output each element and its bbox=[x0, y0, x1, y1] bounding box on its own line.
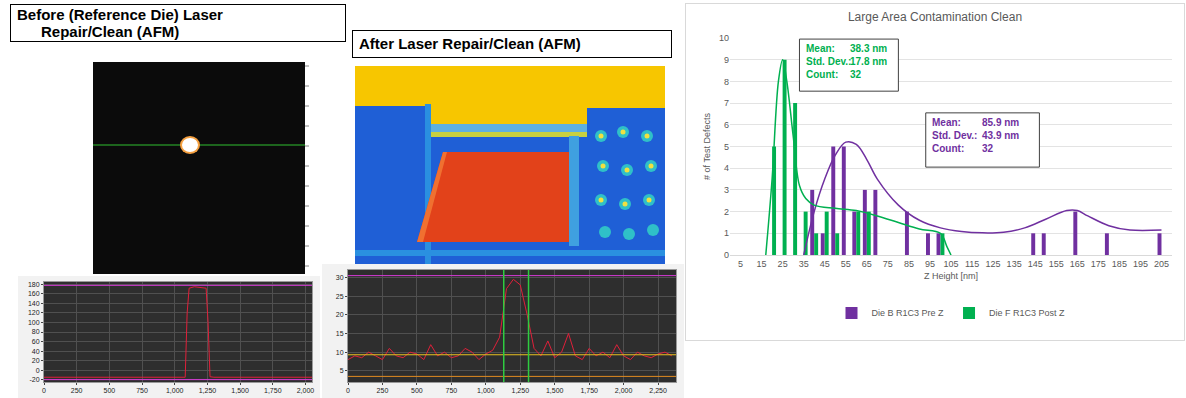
svg-text:1,000: 1,000 bbox=[166, 387, 184, 394]
svg-text:5: 5 bbox=[340, 367, 344, 374]
svg-text:Mean:Std. Dev.:Count:: Mean:Std. Dev.:Count: bbox=[932, 117, 977, 154]
svg-text:105: 105 bbox=[943, 259, 958, 269]
svg-text:175: 175 bbox=[1091, 259, 1106, 269]
svg-text:1,250: 1,250 bbox=[199, 387, 217, 394]
html-text:Repair/Clean (AFM): Repair/Clean (AFM) bbox=[41, 23, 180, 40]
svg-text:250: 250 bbox=[71, 387, 83, 394]
svg-text:0: 0 bbox=[346, 387, 350, 394]
svg-text:180: 180 bbox=[28, 281, 40, 288]
svg-text:38.3 nm17.8 nm32: 38.3 nm17.8 nm32 bbox=[850, 43, 887, 80]
svg-text:35: 35 bbox=[799, 259, 809, 269]
svg-text:2,000: 2,000 bbox=[297, 387, 315, 394]
svg-text:145: 145 bbox=[1028, 259, 1043, 269]
svg-text:1,250: 1,250 bbox=[512, 387, 530, 394]
svg-text:95: 95 bbox=[925, 259, 935, 269]
svg-text:8: 8 bbox=[724, 77, 729, 87]
svg-text:2,000: 2,000 bbox=[615, 387, 633, 394]
svg-text:185: 185 bbox=[1112, 259, 1127, 269]
svg-text:160: 160 bbox=[28, 290, 40, 297]
svg-text:750: 750 bbox=[446, 387, 458, 394]
svg-text:500: 500 bbox=[411, 387, 423, 394]
svg-text:5: 5 bbox=[724, 142, 729, 152]
svg-text:135: 135 bbox=[1007, 259, 1022, 269]
svg-text:85: 85 bbox=[904, 259, 914, 269]
svg-text:250: 250 bbox=[377, 387, 389, 394]
svg-text:2,250: 2,250 bbox=[649, 387, 667, 394]
svg-text:Z Height [nm]: Z Height [nm] bbox=[924, 271, 978, 281]
svg-text:55: 55 bbox=[841, 259, 851, 269]
svg-text:1,750: 1,750 bbox=[580, 387, 598, 394]
svg-text:5: 5 bbox=[738, 259, 743, 269]
svg-text:1,500: 1,500 bbox=[546, 387, 564, 394]
svg-text:500: 500 bbox=[104, 387, 116, 394]
svg-text:0: 0 bbox=[36, 367, 40, 374]
svg-text:1,750: 1,750 bbox=[264, 387, 282, 394]
svg-text:# of Test Defects: # of Test Defects bbox=[702, 113, 712, 180]
svg-text:25: 25 bbox=[336, 293, 344, 300]
svg-text:140: 140 bbox=[28, 300, 40, 307]
svg-text:3: 3 bbox=[724, 185, 729, 195]
svg-text:-20: -20 bbox=[29, 376, 39, 383]
svg-text:9: 9 bbox=[724, 55, 729, 65]
svg-text:205: 205 bbox=[1154, 259, 1169, 269]
svg-text:40: 40 bbox=[32, 348, 40, 355]
svg-text:30: 30 bbox=[336, 274, 344, 281]
svg-text:20: 20 bbox=[336, 311, 344, 318]
svg-text:20: 20 bbox=[32, 357, 40, 364]
svg-text:2: 2 bbox=[724, 207, 729, 217]
svg-text:155: 155 bbox=[1049, 259, 1064, 269]
svg-text:45: 45 bbox=[820, 259, 830, 269]
svg-text:Large Area Contamination Clean: Large Area Contamination Clean bbox=[848, 10, 1022, 24]
svg-text:60: 60 bbox=[32, 338, 40, 345]
svg-text:15: 15 bbox=[757, 259, 767, 269]
svg-text:0: 0 bbox=[42, 387, 46, 394]
svg-text:115: 115 bbox=[965, 259, 979, 269]
svg-text:1: 1 bbox=[724, 228, 729, 238]
html-text:Before (Reference Die) Laser: Before (Reference Die) Laser bbox=[17, 6, 223, 23]
svg-text:10: 10 bbox=[719, 33, 729, 43]
svg-text:100: 100 bbox=[28, 319, 40, 326]
svg-text:195: 195 bbox=[1133, 259, 1148, 269]
svg-text:15: 15 bbox=[336, 330, 344, 337]
svg-text:125: 125 bbox=[986, 259, 1001, 269]
svg-text:120: 120 bbox=[28, 309, 40, 316]
svg-text:6: 6 bbox=[724, 120, 729, 130]
svg-text:Mean:Std. Dev.:Count:: Mean:Std. Dev.:Count: bbox=[806, 43, 851, 80]
svg-text:25: 25 bbox=[778, 259, 788, 269]
svg-text:Die F R1C3 Post Z: Die F R1C3 Post Z bbox=[989, 308, 1065, 318]
svg-text:1,000: 1,000 bbox=[477, 387, 495, 394]
svg-text:65: 65 bbox=[862, 259, 872, 269]
svg-text:80: 80 bbox=[32, 328, 40, 335]
svg-text:10: 10 bbox=[336, 349, 344, 356]
svg-text:4: 4 bbox=[724, 163, 729, 173]
svg-text:7: 7 bbox=[724, 98, 729, 108]
svg-text:85.9 nm43.9 nm32: 85.9 nm43.9 nm32 bbox=[982, 117, 1019, 154]
svg-text:1,500: 1,500 bbox=[231, 387, 249, 394]
svg-text:750: 750 bbox=[136, 387, 148, 394]
svg-text:75: 75 bbox=[883, 259, 893, 269]
svg-text:0: 0 bbox=[724, 250, 729, 260]
svg-text:Die B R1C3 Pre Z: Die B R1C3 Pre Z bbox=[872, 308, 945, 318]
svg-text:165: 165 bbox=[1070, 259, 1085, 269]
html-text:After Laser Repair/Clean (AFM): After Laser Repair/Clean (AFM) bbox=[359, 35, 581, 52]
